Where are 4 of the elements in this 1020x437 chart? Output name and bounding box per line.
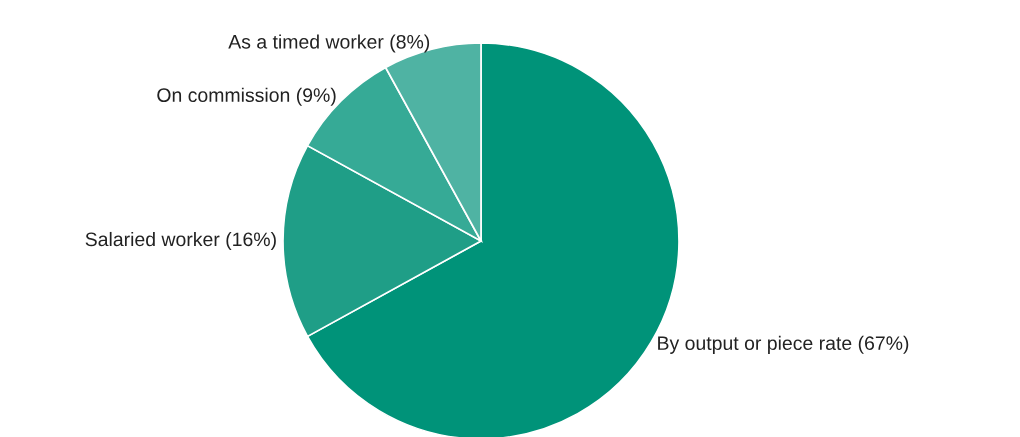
slice-label: On commission (9%) xyxy=(157,87,336,106)
slice-label: As a timed worker (8%) xyxy=(228,34,430,53)
slice-label: Salaried worker (16%) xyxy=(85,231,276,251)
slice-label: By output or piece rate (67%) xyxy=(658,335,909,354)
